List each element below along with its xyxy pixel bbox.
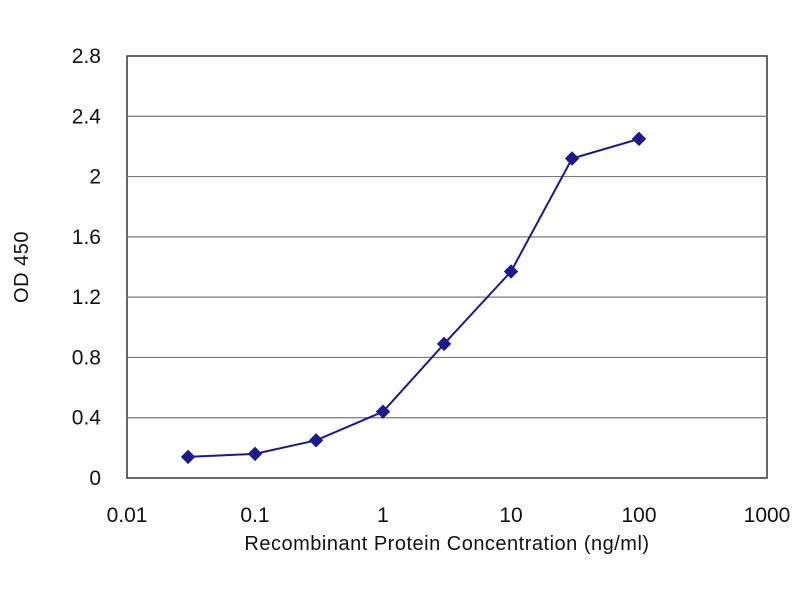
x-tick-label: 1	[377, 504, 389, 527]
y-tick-label: 2.8	[72, 45, 101, 68]
data-series	[180, 131, 647, 465]
data-point-marker	[564, 151, 580, 166]
x-tick-label: 0.1	[240, 504, 269, 527]
y-axis-title: OD 450	[11, 231, 33, 303]
x-tick-label: 0.01	[107, 504, 148, 527]
y-tick-label: 1.6	[72, 226, 101, 249]
data-point-marker	[247, 446, 263, 462]
y-tick-label: 0	[89, 467, 101, 490]
data-point-marker	[375, 404, 391, 419]
data-point-marker	[308, 433, 324, 448]
x-tick-label: 1000	[744, 504, 791, 527]
data-point-marker	[436, 336, 452, 352]
x-tick-label: 10	[499, 504, 522, 527]
y-tick-labels: 0 0.4 0.8 1.2 1.6 2 2.4 2.8	[72, 45, 102, 490]
x-tick-labels: 0.01 0.1 1 10 100 1000	[107, 504, 791, 527]
x-tick-label: 100	[621, 504, 656, 527]
y-tick-label: 1.2	[72, 286, 101, 309]
y-tick-label: 2.4	[72, 105, 102, 128]
data-point-marker	[503, 264, 519, 279]
y-tick-label: 0.8	[72, 346, 101, 369]
data-point-marker	[631, 131, 647, 147]
grid-lines	[127, 115, 767, 419]
y-tick-label: 2	[89, 166, 101, 189]
data-point-marker	[180, 449, 196, 465]
y-tick-label: 0.4	[72, 407, 102, 430]
plot-area	[126, 55, 768, 479]
x-axis-title: Recombinant Protein Concentration (ng/ml…	[244, 533, 649, 555]
series-line	[188, 137, 640, 458]
